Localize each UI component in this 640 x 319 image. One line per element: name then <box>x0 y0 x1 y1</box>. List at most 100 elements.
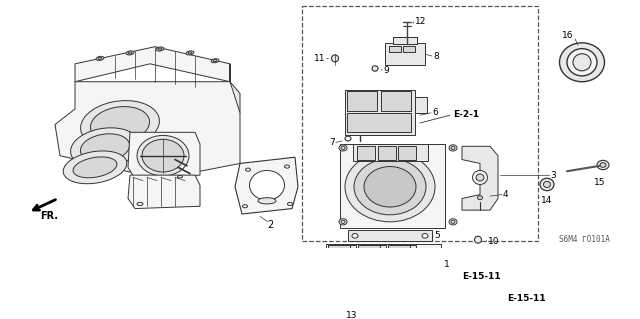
Ellipse shape <box>364 167 416 207</box>
Ellipse shape <box>600 163 606 167</box>
Bar <box>328 245 356 265</box>
Ellipse shape <box>422 234 428 238</box>
Bar <box>358 245 380 261</box>
Polygon shape <box>128 175 200 209</box>
Polygon shape <box>128 132 200 179</box>
Ellipse shape <box>540 178 554 191</box>
Text: 15: 15 <box>595 178 605 187</box>
Ellipse shape <box>63 151 127 184</box>
Ellipse shape <box>156 47 164 51</box>
Ellipse shape <box>73 157 117 178</box>
Ellipse shape <box>246 168 250 171</box>
Text: 4: 4 <box>503 190 509 199</box>
Ellipse shape <box>476 174 484 181</box>
Bar <box>415 97 427 113</box>
Bar <box>385 43 425 65</box>
Text: 1: 1 <box>444 260 450 269</box>
Bar <box>328 245 350 261</box>
Text: 5: 5 <box>434 231 440 240</box>
Ellipse shape <box>543 181 550 188</box>
Ellipse shape <box>341 146 345 149</box>
Bar <box>381 91 411 110</box>
Ellipse shape <box>410 284 420 292</box>
Ellipse shape <box>451 146 455 149</box>
Text: 16: 16 <box>563 31 573 40</box>
Polygon shape <box>55 82 240 179</box>
Ellipse shape <box>126 51 134 55</box>
Ellipse shape <box>413 286 417 290</box>
Ellipse shape <box>567 48 597 76</box>
Text: 7: 7 <box>329 138 335 147</box>
Ellipse shape <box>339 145 347 151</box>
Ellipse shape <box>559 43 605 82</box>
Text: E-15-11: E-15-11 <box>507 293 546 303</box>
Ellipse shape <box>81 100 159 148</box>
Bar <box>358 245 386 265</box>
Bar <box>345 90 415 135</box>
Ellipse shape <box>362 286 367 290</box>
Ellipse shape <box>449 145 457 151</box>
Ellipse shape <box>573 54 591 71</box>
Text: 12: 12 <box>415 17 426 26</box>
Bar <box>326 244 441 294</box>
Text: 6: 6 <box>432 108 438 117</box>
Bar <box>389 46 401 52</box>
Text: 8: 8 <box>433 52 439 61</box>
Ellipse shape <box>186 51 194 55</box>
Ellipse shape <box>211 59 219 63</box>
Ellipse shape <box>341 220 345 223</box>
Ellipse shape <box>128 52 132 54</box>
Ellipse shape <box>90 107 150 143</box>
Ellipse shape <box>98 57 102 59</box>
Ellipse shape <box>81 134 129 162</box>
Ellipse shape <box>158 48 162 50</box>
Text: E-2-1: E-2-1 <box>453 110 479 119</box>
Text: 13: 13 <box>346 311 358 319</box>
Bar <box>393 37 417 44</box>
Bar <box>357 145 375 160</box>
Ellipse shape <box>597 160 609 170</box>
Ellipse shape <box>339 219 347 225</box>
Bar <box>388 245 416 265</box>
Bar <box>388 245 410 261</box>
Ellipse shape <box>472 170 488 184</box>
Ellipse shape <box>477 196 483 200</box>
Ellipse shape <box>345 136 351 141</box>
Ellipse shape <box>213 60 217 62</box>
Ellipse shape <box>96 56 104 60</box>
Bar <box>378 145 396 160</box>
Ellipse shape <box>385 284 395 292</box>
Ellipse shape <box>188 52 192 54</box>
Text: 11: 11 <box>314 54 325 63</box>
Ellipse shape <box>287 202 292 205</box>
Bar <box>353 144 428 161</box>
Bar <box>347 91 377 110</box>
Ellipse shape <box>451 220 455 223</box>
Ellipse shape <box>337 286 342 290</box>
Text: 9: 9 <box>383 65 388 75</box>
Ellipse shape <box>137 136 189 176</box>
Polygon shape <box>348 230 432 241</box>
Ellipse shape <box>243 205 248 208</box>
Polygon shape <box>235 157 298 214</box>
Text: 14: 14 <box>541 196 553 205</box>
Bar <box>328 267 439 290</box>
Bar <box>403 46 415 52</box>
Ellipse shape <box>345 152 435 222</box>
Bar <box>398 145 416 160</box>
Ellipse shape <box>449 219 457 225</box>
Polygon shape <box>200 64 240 117</box>
Ellipse shape <box>70 128 140 168</box>
Ellipse shape <box>387 286 392 290</box>
Ellipse shape <box>285 165 289 168</box>
Bar <box>302 6 538 241</box>
Ellipse shape <box>372 66 378 71</box>
Ellipse shape <box>258 198 276 204</box>
Ellipse shape <box>177 175 182 178</box>
Ellipse shape <box>335 284 345 292</box>
Text: 3: 3 <box>550 171 556 180</box>
Bar <box>340 144 445 228</box>
Text: 10: 10 <box>488 237 499 246</box>
Polygon shape <box>462 146 498 210</box>
Text: FR.: FR. <box>40 211 58 221</box>
